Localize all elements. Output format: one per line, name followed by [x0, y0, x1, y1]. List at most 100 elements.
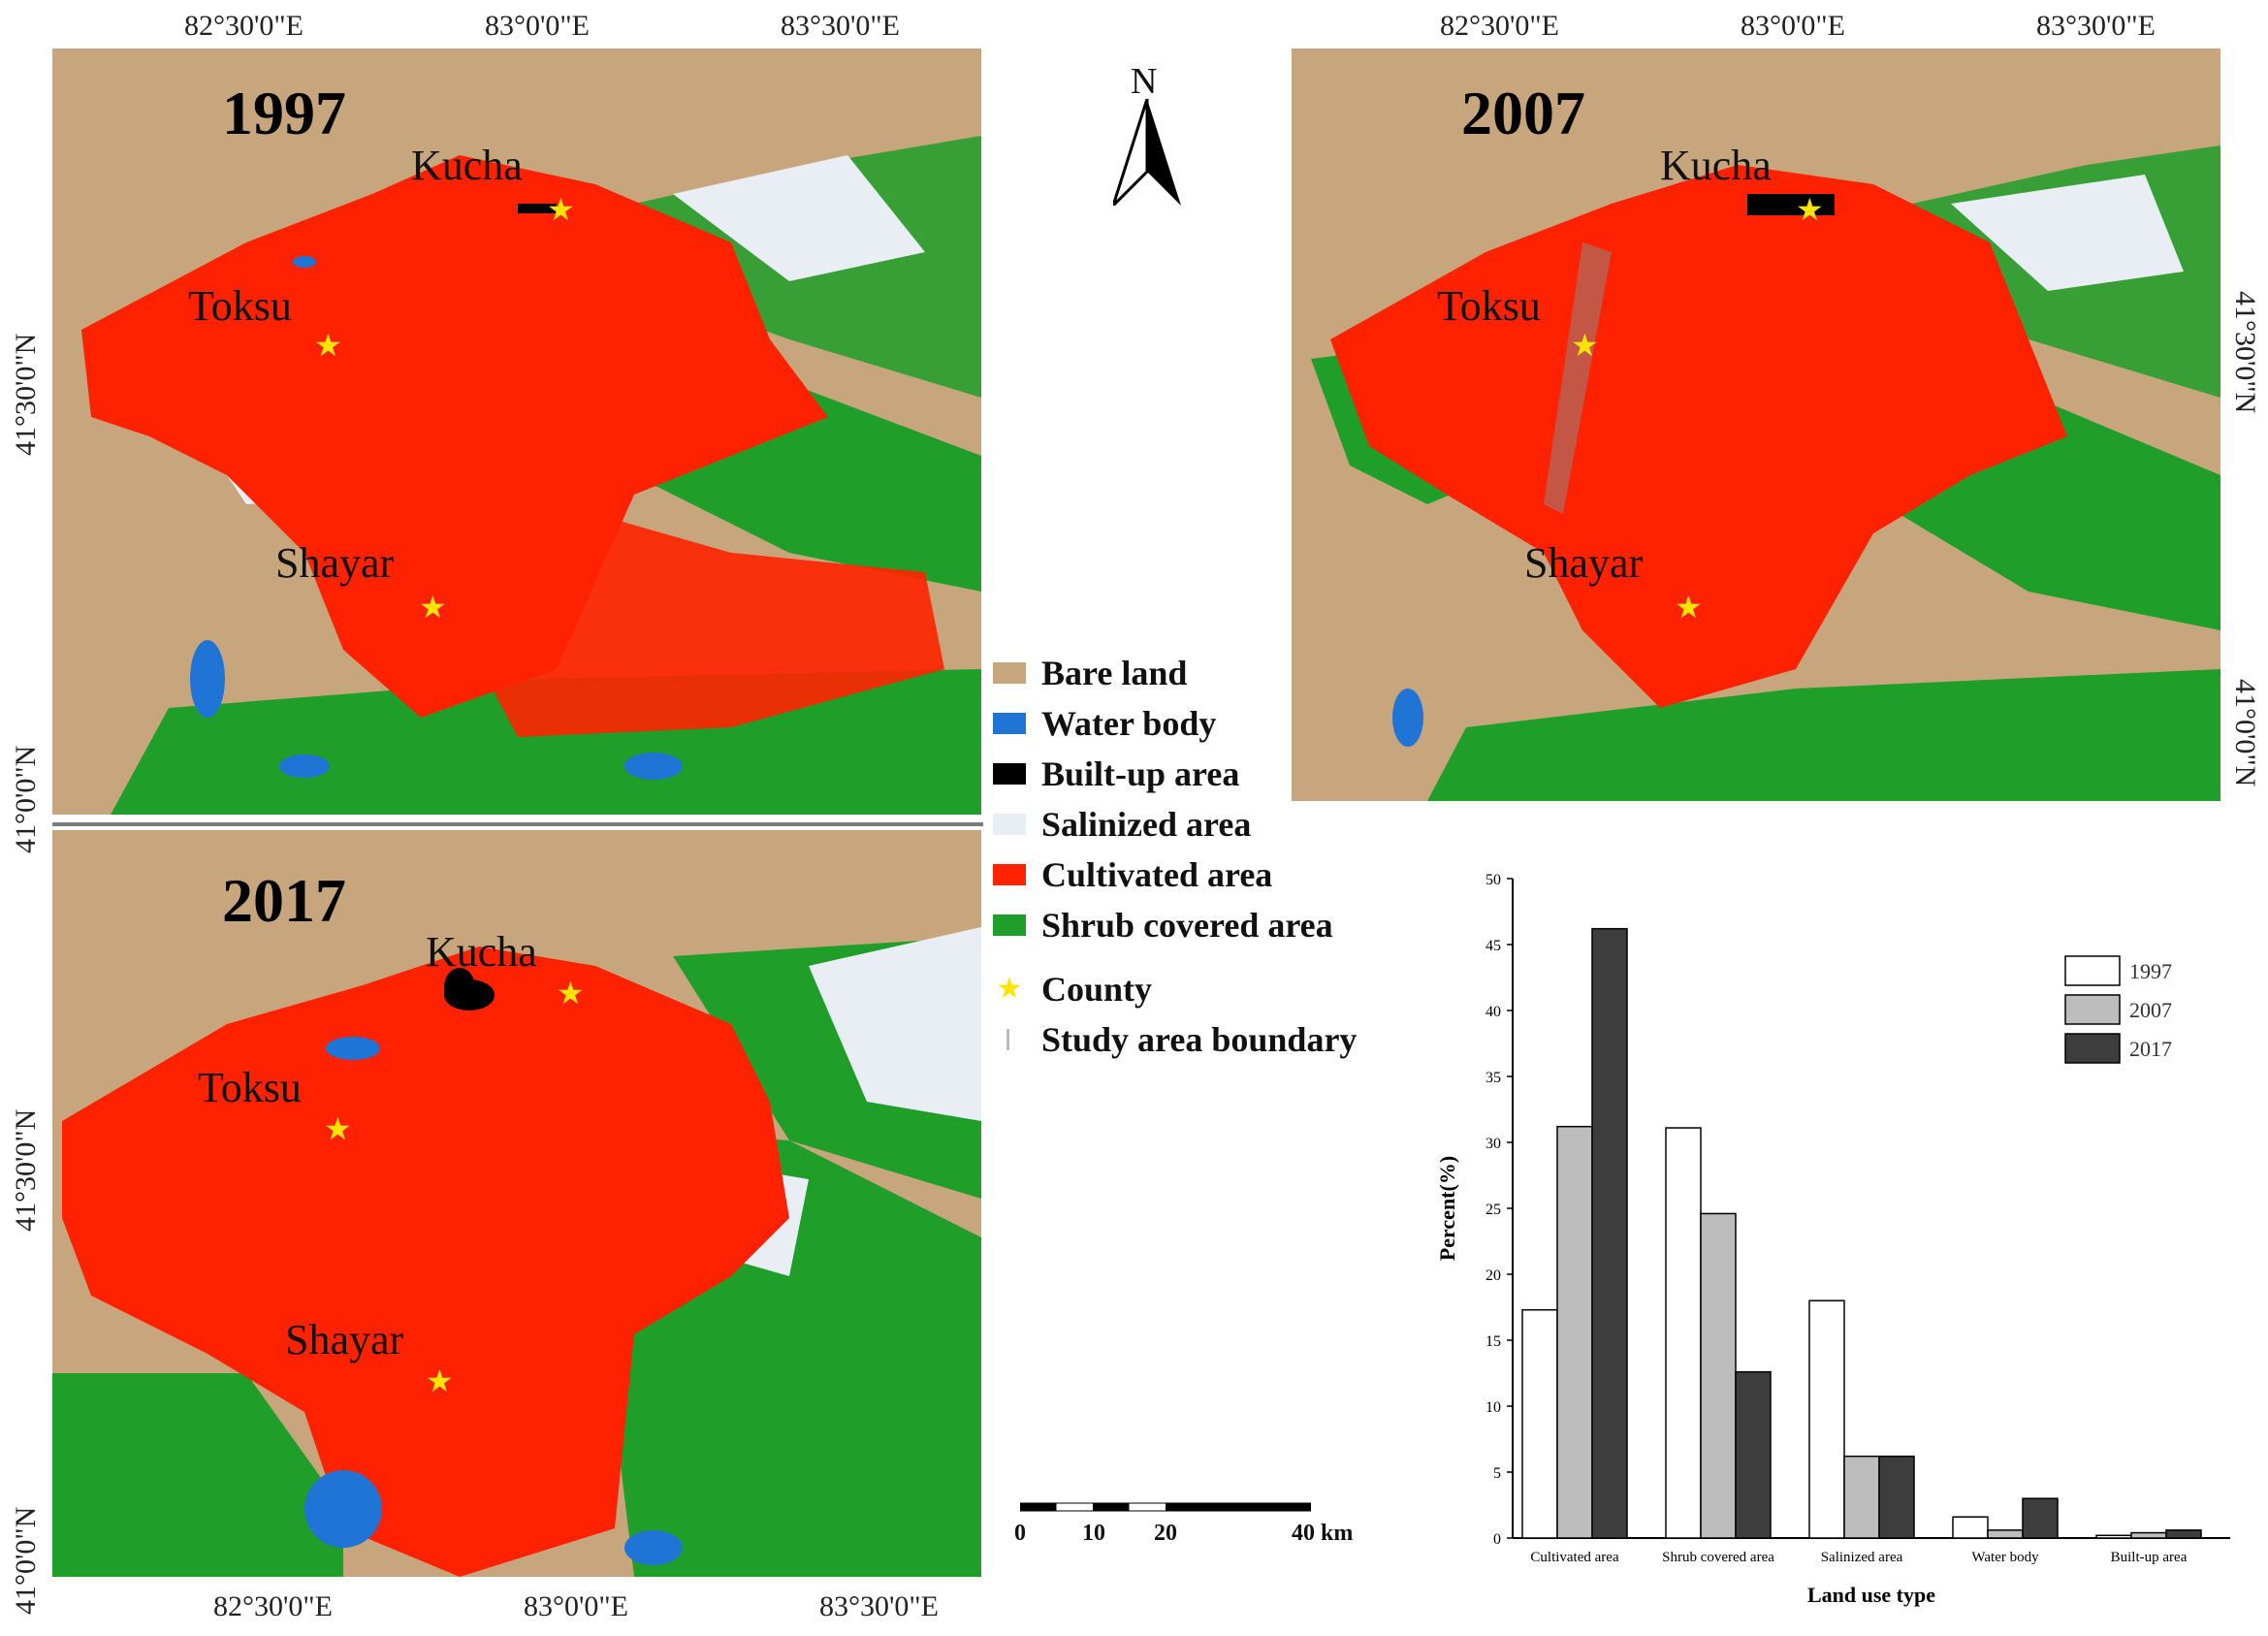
top-coord-label: 83°0'0"E — [485, 10, 590, 42]
county-star-icon: ★ — [1796, 192, 1824, 227]
left-coord-label: 41°0'0"N — [10, 1506, 42, 1615]
bar-1997 — [1808, 1299, 1845, 1539]
bar-2007 — [1987, 1529, 2024, 1539]
scale-label: 20 — [1154, 1521, 1177, 1546]
legend-item-water-body: Water body — [993, 698, 1400, 749]
county-star-icon: ★ — [314, 328, 342, 363]
legend-label: Water body — [1041, 704, 1217, 743]
x-tick-label: Water body — [1971, 1550, 2039, 1565]
map-legend: Bare land Water body Built-up area Salin… — [993, 648, 1400, 1065]
legend-item-county: ★ County — [993, 964, 1400, 1014]
legend-swatch-2017 — [2064, 1033, 2121, 1064]
land-use-map-2017 — [52, 830, 981, 1577]
city-label-shayar: Shayar — [285, 1316, 404, 1363]
y-tick-label: 30 — [1485, 1136, 1501, 1152]
north-label: N — [1131, 61, 1158, 102]
county-star-icon: ★ — [1675, 590, 1703, 625]
left-coord-label: 41°0'0"N — [10, 745, 42, 853]
map-year-label: 2007 — [1461, 79, 1585, 147]
legend-label: 1997 — [2129, 959, 2172, 983]
bar-2007 — [1556, 1125, 1593, 1539]
legend-swatch — [993, 662, 1026, 684]
map-2007: 2007 Kucha Toksu Shayar ★ ★ ★ — [1292, 48, 2220, 801]
top-coord-label: 83°30'0"E — [2036, 10, 2156, 42]
left-coord-label: 41°30'0"N — [10, 1108, 42, 1232]
bar-2017 — [1735, 1370, 1772, 1539]
bar-2017 — [1878, 1455, 1915, 1539]
legend-label: Bare land — [1041, 654, 1188, 692]
city-label-toksu: Toksu — [188, 282, 292, 330]
bar-1997 — [1952, 1516, 1989, 1539]
y-tick-label: 40 — [1485, 1004, 1501, 1020]
city-label-shayar: Shayar — [275, 539, 395, 587]
city-label-toksu: Toksu — [1437, 282, 1541, 330]
legend-swatch — [993, 713, 1026, 734]
legend-item-shrub-covered-area: Shrub covered area — [993, 900, 1400, 950]
land-use-bar-chart: 0 5 10 15 20 25 30 35 40 45 50 Cultivated area Shrub… — [1416, 869, 2250, 1625]
boundary-line-icon — [1006, 1029, 1009, 1050]
x-axis-title: Land use type — [1807, 1583, 1935, 1607]
north-arrow-icon — [1113, 99, 1181, 206]
bar-2007 — [1843, 1455, 1880, 1539]
y-tick-label: 5 — [1493, 1465, 1501, 1482]
legend-swatch — [993, 864, 1026, 885]
y-tick-label: 35 — [1485, 1070, 1501, 1086]
county-star-icon: ★ — [547, 192, 575, 227]
land-use-map-2007 — [1292, 48, 2220, 801]
north-arrow: N — [1113, 60, 1181, 206]
county-star-icon: ★ — [324, 1111, 352, 1146]
legend-item-cultivated-area: Cultivated area — [993, 850, 1400, 900]
x-tick-label: Cultivated area — [1530, 1550, 1619, 1565]
map-year-label: 2017 — [222, 866, 346, 935]
y-tick-label: 45 — [1485, 938, 1501, 954]
y-tick-label: 25 — [1485, 1202, 1501, 1218]
legend-swatch — [993, 763, 1026, 785]
city-label-kucha: Kucha — [1660, 142, 1772, 189]
legend-label: Shrub covered area — [1041, 906, 1333, 945]
legend-label: 2007 — [2129, 998, 2172, 1022]
bar-2017 — [1591, 927, 1628, 1539]
legend-item-built-up-area: Built-up area — [993, 749, 1400, 799]
legend-label: Study area boundary — [1041, 1020, 1358, 1059]
city-label-shayar: Shayar — [1524, 539, 1644, 587]
legend-label: Built-up area — [1041, 754, 1240, 793]
scale-label: 40 km — [1292, 1521, 1354, 1546]
y-tick-label: 15 — [1485, 1333, 1501, 1350]
map-2017: 2017 Kucha Toksu Shayar ★ ★ ★ — [52, 830, 981, 1577]
bar-2017 — [2165, 1529, 2202, 1539]
left-coord-label: 41°30'0"N — [10, 333, 42, 456]
scale-label: 0 — [1014, 1521, 1026, 1546]
city-label-kucha: Kucha — [426, 928, 537, 976]
x-tick-label: Shrub covered area — [1662, 1550, 1774, 1565]
city-label-kucha: Kucha — [411, 142, 523, 189]
bottom-coord-label: 83°0'0"E — [524, 1590, 628, 1622]
scale-bar: 0 10 20 40 km — [1014, 1501, 1369, 1559]
bar-chart-svg: 0 5 10 15 20 25 30 35 40 45 50 Cultivated area Shrub… — [1435, 872, 2230, 1607]
y-tick-label: 0 — [1493, 1531, 1501, 1548]
top-coord-label: 82°30'0"E — [1440, 10, 1559, 42]
y-tick-label: 20 — [1485, 1267, 1501, 1284]
map-year-label: 1997 — [222, 79, 346, 147]
bar-2017 — [2022, 1497, 2059, 1539]
scale-label: 10 — [1082, 1521, 1105, 1546]
bar-2007 — [1700, 1212, 1737, 1539]
county-star-icon: ★ — [419, 590, 447, 625]
right-coord-label: 41°30'0"N — [2229, 291, 2261, 414]
legend-swatch — [993, 814, 1026, 835]
land-use-map-1997 — [52, 48, 981, 815]
map-divider — [52, 822, 983, 826]
legend-item-salinized-area: Salinized area — [993, 799, 1400, 850]
county-star-icon: ★ — [996, 973, 1023, 1005]
legend-swatch-2007 — [2064, 994, 2121, 1025]
bar-2007 — [2130, 1531, 2167, 1539]
bar-1997 — [1521, 1308, 1558, 1539]
top-coord-label: 82°30'0"E — [184, 10, 303, 42]
county-star-icon: ★ — [557, 976, 585, 1010]
x-tick-label: Built-up area — [2111, 1550, 2188, 1565]
county-star-icon: ★ — [426, 1363, 454, 1398]
legend-label: Salinized area — [1041, 805, 1252, 844]
legend-swatch-1997 — [2064, 955, 2121, 986]
legend-label: Cultivated area — [1041, 855, 1273, 894]
bar-1997 — [1665, 1127, 1702, 1539]
scale-bar-graphic — [1020, 1502, 1311, 1512]
